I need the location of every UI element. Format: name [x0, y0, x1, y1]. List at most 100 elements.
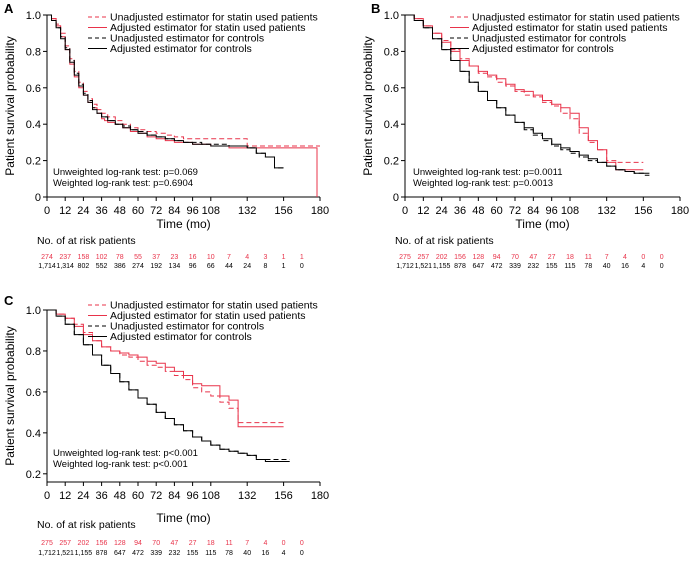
- risk-count-statin: 1: [282, 254, 286, 261]
- risk-table-title: No. of at risk patients: [395, 235, 494, 247]
- panel-a: A00.20.40.60.81.00 12 24 36 48 60 72 84 96 108 132…: [3, 1, 329, 270]
- panel-b: B 0 0.2 0.4 0.6 0.8 1.0 0 12 24 36 48 60 72 84 96 108 132…: [361, 1, 689, 270]
- risk-count-statin: 78: [116, 254, 124, 261]
- logrank-test-text: Weighted log-rank test: p=0.6904: [53, 178, 193, 189]
- risk-count-statin: 3: [263, 254, 267, 261]
- risk-count-statin: 27: [548, 254, 556, 261]
- series-line-1: [405, 14, 644, 171]
- risk-count-control: 40: [243, 550, 251, 557]
- y-tick-label: 0.4: [26, 428, 41, 440]
- x-axis-label: Time (mo): [156, 217, 210, 231]
- logrank-test-text: Weighted log-rank test: p<0.001: [53, 459, 188, 470]
- panel-label: A: [4, 1, 14, 16]
- risk-count-control: 1,155: [75, 550, 93, 557]
- x-tick-label: 108: [561, 205, 579, 217]
- logrank-test-text: Unweighted log-rank test: p=0.069: [53, 167, 198, 178]
- y-tick-label: 0.6: [384, 83, 399, 95]
- x-tick-label: 96: [546, 205, 558, 217]
- risk-count-statin: 156: [96, 540, 108, 547]
- risk-count-control: 155: [546, 263, 558, 270]
- legend-entry: Adjusted estimator for controls: [110, 43, 252, 55]
- x-tick-label: 0: [44, 490, 50, 502]
- risk-count-statin: 55: [134, 254, 142, 261]
- y-tick-label: 0.8: [26, 346, 41, 358]
- legend-entry: Unadjusted estimator for controls: [110, 321, 264, 333]
- risk-count-control: 0: [300, 263, 304, 270]
- x-tick-label: 180: [311, 490, 329, 502]
- risk-count-statin: 158: [78, 254, 90, 261]
- risk-count-control: 4: [641, 263, 645, 270]
- risk-count-statin: 18: [207, 540, 215, 547]
- risk-count-statin: 70: [152, 540, 160, 547]
- risk-count-control: 78: [225, 550, 233, 557]
- panel-label: C: [4, 293, 14, 308]
- x-tick-label: 132: [597, 205, 615, 217]
- x-tick-label: 60: [132, 205, 144, 217]
- risk-count-control: 40: [603, 263, 611, 270]
- risk-count-control: 386: [114, 263, 126, 270]
- x-tick-label: 60: [491, 205, 503, 217]
- risk-count-control: 472: [491, 263, 503, 270]
- legend-entry: Unadjusted estimator for statin used pat…: [110, 300, 318, 312]
- risk-count-control: 472: [132, 550, 144, 557]
- risk-count-control: 192: [150, 263, 162, 270]
- x-tick-label: 24: [436, 205, 448, 217]
- risk-count-statin: 94: [493, 254, 501, 261]
- legend-entry: Adjusted estimator for statin used patie…: [472, 22, 668, 34]
- risk-count-statin: 11: [225, 540, 232, 547]
- risk-count-statin: 4: [245, 254, 249, 261]
- x-tick-label: 72: [150, 490, 162, 502]
- x-tick-label: 156: [274, 205, 292, 217]
- x-tick-label: 12: [59, 490, 71, 502]
- risk-count-control: 647: [472, 263, 484, 270]
- risk-count-control: 552: [96, 263, 108, 270]
- risk-count-control: 24: [243, 263, 251, 270]
- risk-count-statin: 94: [134, 540, 142, 547]
- legend-entry: Adjusted estimator for controls: [110, 331, 252, 343]
- x-tick-label: 180: [311, 205, 329, 217]
- x-tick-label: 48: [472, 205, 484, 217]
- y-tick-label: 1.0: [384, 10, 399, 22]
- x-tick-label: 84: [168, 205, 180, 217]
- y-axis-label: Patient survival probability: [361, 36, 375, 175]
- y-tick-label: 0.8: [384, 46, 399, 58]
- risk-count-control: 96: [189, 263, 197, 270]
- risk-count-control: 155: [187, 550, 199, 557]
- risk-count-control: 16: [262, 550, 270, 557]
- x-tick-label: 108: [202, 490, 220, 502]
- risk-count-control: 878: [96, 550, 108, 557]
- risk-count-control: 1: [282, 263, 286, 270]
- series-line-1: [47, 309, 284, 428]
- risk-count-control: 274: [132, 263, 144, 270]
- risk-count-control: 0: [660, 263, 664, 270]
- risk-count-control: 339: [150, 550, 162, 557]
- risk-count-control: 1,155: [433, 263, 451, 270]
- x-tick-label: 24: [77, 490, 89, 502]
- x-tick-label: 132: [238, 490, 256, 502]
- series-line-3: [47, 309, 290, 462]
- series-line-3: [47, 14, 284, 169]
- risk-count-control: 66: [207, 263, 215, 270]
- x-tick-label: 0: [402, 205, 408, 217]
- risk-count-statin: 1: [300, 254, 304, 261]
- series-line-0: [47, 14, 320, 147]
- risk-count-control: 8: [263, 263, 267, 270]
- panel-c: C 0.2 0.4 0.6 0.8 1.0 0 12 24 36 48 60 72 84 96 108 132 1…: [3, 293, 329, 557]
- risk-count-control: 647: [114, 550, 126, 557]
- x-tick-label: 12: [417, 205, 429, 217]
- x-axis-label: Time (mo): [515, 217, 569, 231]
- legend-entry: Unadjusted estimator for controls: [110, 33, 264, 45]
- risk-count-control: 134: [169, 263, 181, 270]
- risk-count-control: 16: [621, 263, 629, 270]
- x-tick-label: 96: [186, 205, 198, 217]
- risk-count-control: 1,521: [56, 550, 74, 557]
- risk-count-statin: 0: [660, 254, 664, 261]
- x-tick-label: 12: [59, 205, 71, 217]
- logrank-test-text: Unweighted log-rank test: p=0.0011: [413, 167, 563, 178]
- risk-count-control: 339: [509, 263, 521, 270]
- risk-table-title: No. of at risk patients: [37, 235, 136, 247]
- x-tick-label: 72: [150, 205, 162, 217]
- risk-count-statin: 27: [189, 540, 197, 547]
- risk-count-control: 78: [584, 263, 592, 270]
- y-tick-label: 0: [35, 192, 41, 204]
